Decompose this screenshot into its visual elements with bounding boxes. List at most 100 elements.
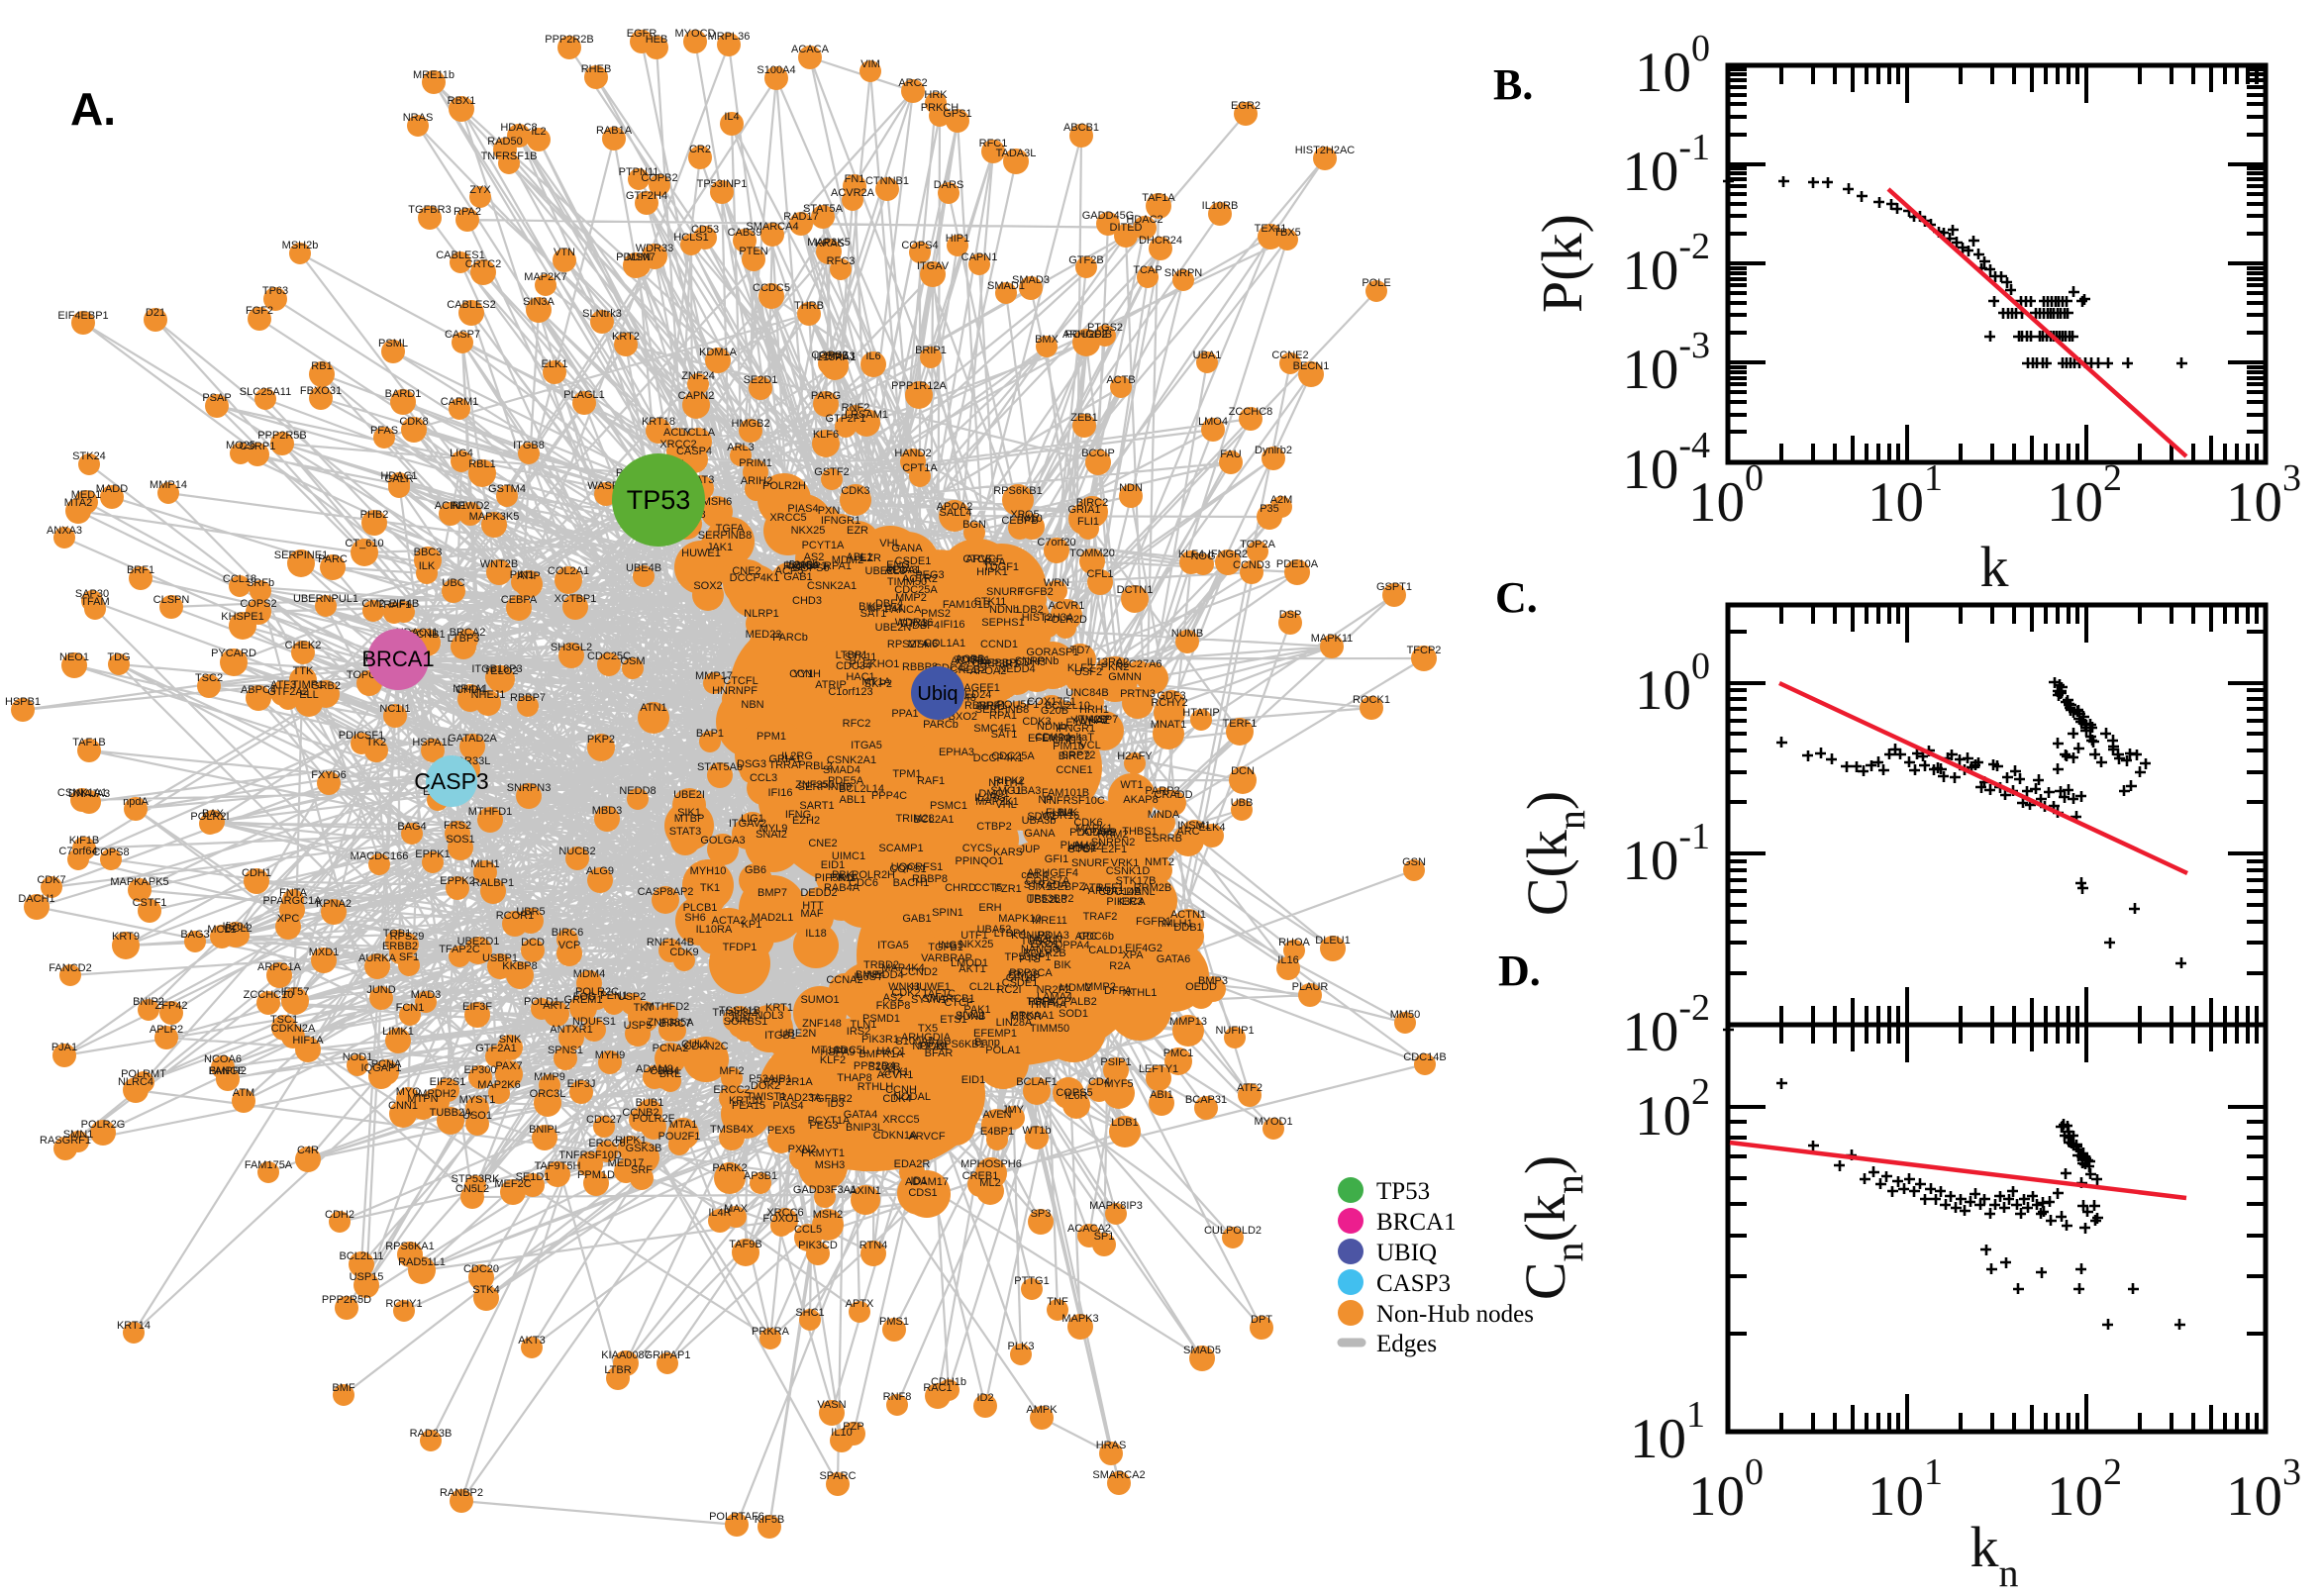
svg-text:SLNtrk3: SLNtrk3 [582, 308, 622, 320]
svg-text:Ifi205b: Ifi205b [785, 559, 818, 571]
svg-text:MNAT1: MNAT1 [1151, 719, 1186, 731]
svg-text:GTF2A2: GTF2A2 [267, 686, 309, 698]
svg-text:TAF1B: TAF1B [72, 737, 105, 748]
svg-text:MAD2L1: MAD2L1 [752, 912, 794, 924]
svg-text:CM2: CM2 [361, 598, 384, 610]
svg-text:APLP2: APLP2 [150, 1024, 183, 1036]
svg-text:ZFP42: ZFP42 [154, 1000, 187, 1012]
svg-text:XRCC2: XRCC2 [659, 439, 696, 450]
svg-text:RALBP1: RALBP1 [472, 877, 514, 889]
svg-text:MYH10: MYH10 [690, 865, 727, 877]
svg-text:MAP2K6: MAP2K6 [477, 1079, 520, 1091]
svg-text:CDK2deltaT: CDK2deltaT [1035, 732, 1094, 744]
svg-text:MRE11: MRE11 [1032, 915, 1067, 927]
svg-text:Edges: Edges [1376, 1331, 1437, 1357]
svg-text:CSDE1: CSDE1 [1002, 977, 1039, 989]
svg-text:PARP2: PARP2 [1145, 785, 1179, 797]
svg-text:BLK: BLK [1058, 807, 1078, 819]
svg-text:STK11: STK11 [974, 596, 1007, 608]
svg-text:AKT2: AKT2 [543, 1000, 570, 1012]
svg-text:HSPB1: HSPB1 [5, 696, 41, 708]
svg-text:POLR2I: POLR2I [190, 811, 229, 823]
svg-text:MAPK3: MAPK3 [1061, 1313, 1098, 1325]
svg-text:ACACA: ACACA [791, 44, 830, 55]
svg-text:CDS1: CDS1 [908, 1187, 937, 1199]
svg-text:CSRP1: CSRP1 [240, 441, 276, 452]
svg-text:k: k [1980, 535, 2009, 599]
svg-text:EIF3J: EIF3J [567, 1078, 596, 1090]
svg-text:MTA1: MTA1 [669, 1119, 698, 1131]
svg-text:DSP: DSP [1279, 609, 1302, 621]
svg-text:BAG3: BAG3 [180, 929, 209, 941]
svg-text:ACACA2: ACACA2 [1067, 1223, 1111, 1235]
svg-text:WT1b: WT1b [1022, 1125, 1051, 1137]
svg-text:VHL: VHL [995, 799, 1016, 811]
svg-text:SP3: SP3 [1031, 1208, 1052, 1220]
svg-text:GFI1b: GFI1b [1006, 972, 1037, 984]
svg-text:WRN: WRN [1044, 577, 1069, 589]
svg-text:NANOG: NANOG [1021, 944, 1060, 955]
svg-text:ELK1: ELK1 [542, 358, 568, 370]
svg-text:GSN: GSN [1402, 856, 1426, 868]
svg-text:PIAS4: PIAS4 [787, 503, 818, 515]
svg-text:NR4A1: NR4A1 [453, 683, 487, 695]
svg-text:COPS5: COPS5 [1056, 1087, 1092, 1099]
svg-text:MYOCD: MYOCD [675, 28, 716, 40]
svg-text:BIK: BIK [858, 601, 876, 613]
svg-text:BECN1: BECN1 [1293, 360, 1330, 372]
svg-text:ATM: ATM [233, 1087, 254, 1099]
svg-text:RPS29: RPS29 [390, 931, 425, 943]
svg-text:KKBP8: KKBP8 [502, 960, 537, 972]
svg-text:AXIN1: AXIN1 [850, 1185, 881, 1197]
svg-text:PPP2R5B: PPP2R5B [257, 430, 307, 442]
svg-text:ILK: ILK [419, 560, 436, 572]
svg-text:CR2: CR2 [689, 144, 711, 155]
svg-text:KIAA0087: KIAA0087 [601, 1349, 651, 1361]
svg-text:NHEJ1: NHEJ1 [471, 689, 506, 701]
svg-text:ACTB: ACTB [1106, 374, 1135, 386]
svg-text:DFFA: DFFA [1104, 985, 1133, 997]
svg-text:CDC14A: CDC14A [1098, 886, 1142, 898]
svg-text:SMAD5: SMAD5 [1183, 1345, 1221, 1356]
svg-text:CDC14B: CDC14B [1403, 1051, 1446, 1063]
svg-text:RAD51L1: RAD51L1 [398, 1256, 446, 1268]
svg-text:ANXA3: ANXA3 [47, 525, 82, 537]
svg-text:SPARC: SPARC [819, 1470, 856, 1482]
svg-text:NR2F2: NR2F2 [1037, 984, 1071, 996]
svg-text:MSH6: MSH6 [908, 639, 939, 650]
svg-text:TGFA: TGFA [1027, 996, 1056, 1008]
svg-text:WT1: WT1 [1120, 779, 1143, 791]
svg-text:BIRC6: BIRC6 [552, 927, 583, 939]
svg-text:ADAM17: ADAM17 [905, 1176, 949, 1188]
svg-text:CEBPA: CEBPA [501, 594, 538, 606]
svg-text:NUMB: NUMB [1171, 628, 1203, 640]
svg-text:TRBD2: TRBD2 [863, 959, 899, 971]
svg-text:MNDA: MNDA [1148, 809, 1180, 821]
svg-text:GANA: GANA [891, 543, 923, 554]
svg-text:ABI1: ABI1 [1150, 1089, 1173, 1101]
svg-text:PIK3CA: PIK3CA [1106, 896, 1146, 908]
svg-text:TRIM28: TRIM28 [895, 813, 934, 825]
svg-text:DCTN1: DCTN1 [1117, 584, 1154, 596]
svg-text:MAPK10: MAPK10 [998, 913, 1041, 925]
svg-text:MYH9: MYH9 [595, 1049, 626, 1061]
svg-text:GRB2: GRB2 [311, 680, 341, 692]
svg-text:RPA2: RPA2 [454, 206, 481, 218]
svg-text:LEFTY1: LEFTY1 [1139, 1063, 1178, 1075]
svg-text:CHEK2: CHEK2 [285, 640, 322, 651]
svg-text:BACH1: BACH1 [893, 877, 930, 889]
svg-text:BIK: BIK [1054, 959, 1071, 971]
svg-text:PPP2R1A: PPP2R1A [763, 1076, 813, 1088]
svg-text:CCNA2: CCNA2 [826, 974, 862, 986]
svg-text:TFAP2C: TFAP2C [439, 944, 480, 955]
svg-text:CDH2: CDH2 [325, 1209, 354, 1221]
svg-text:MEF2C: MEF2C [494, 1178, 531, 1190]
svg-text:TCAP: TCAP [1133, 264, 1162, 276]
svg-text:TERF1: TERF1 [1223, 718, 1258, 730]
svg-text:LAMA4: LAMA4 [1037, 991, 1072, 1003]
svg-text:CTCFL: CTCFL [723, 675, 758, 687]
svg-text:IL6R: IL6R [1064, 1090, 1087, 1102]
svg-text:MYST1: MYST1 [459, 1094, 496, 1106]
svg-text:MTHFD1: MTHFD1 [468, 806, 513, 818]
svg-text:ID3: ID3 [827, 1098, 844, 1110]
